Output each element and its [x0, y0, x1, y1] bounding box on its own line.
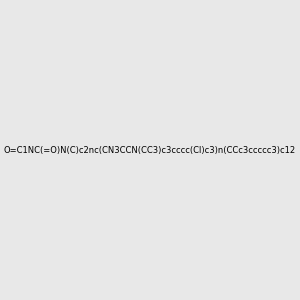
Text: O=C1NC(=O)N(C)c2nc(CN3CCN(CC3)c3cccc(Cl)c3)n(CCc3ccccc3)c12: O=C1NC(=O)N(C)c2nc(CN3CCN(CC3)c3cccc(Cl)…	[4, 146, 296, 154]
